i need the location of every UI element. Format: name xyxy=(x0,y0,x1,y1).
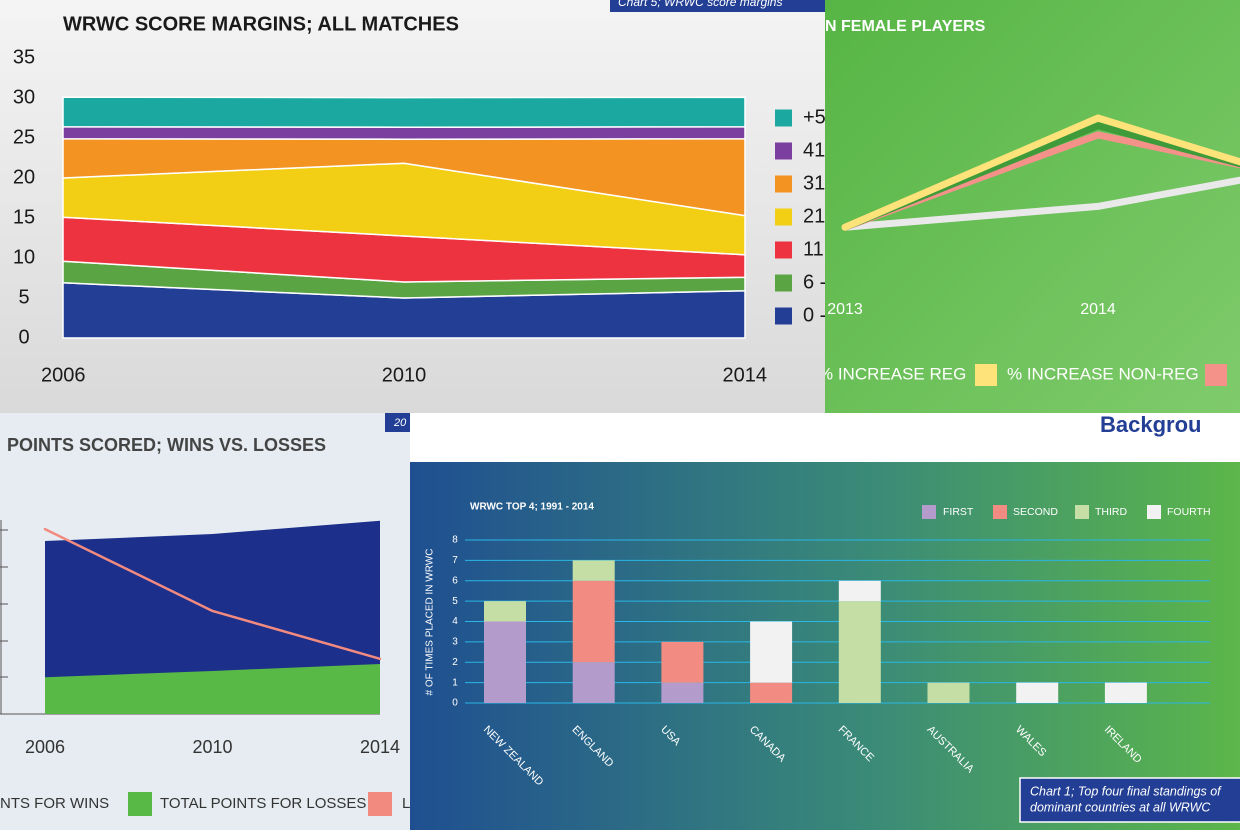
caption-box xyxy=(385,413,410,432)
line xyxy=(43,527,382,661)
y-tick-label: 35 xyxy=(13,46,35,68)
legend-swatch xyxy=(775,307,792,325)
legend-swatch xyxy=(775,175,792,193)
panel-score-margins: WRWC SCORE MARGINS; ALL MATCHES 0 5 10 15 20 2… xyxy=(0,0,826,413)
chart-title: POINTS SCORED; WINS VS. LOSSES xyxy=(7,435,326,455)
bar-segment xyxy=(661,682,704,703)
area xyxy=(45,663,380,714)
legend-label: 11 xyxy=(803,238,824,260)
chart-title: WRWC SCORE MARGINS; ALL MATCHES xyxy=(63,13,459,35)
y-tick-label: 0 xyxy=(452,698,458,709)
legend-label: FOURTH xyxy=(1167,506,1211,518)
y-tick-label: 25 xyxy=(13,126,35,148)
y-tick-label: 5 xyxy=(452,596,458,607)
y-tick-label: 30 xyxy=(13,86,35,108)
y-axis-label: # OF TIMES PLACED IN WRWC xyxy=(425,549,436,696)
bar-segment xyxy=(1016,682,1059,703)
legend-label: 0 - xyxy=(803,304,826,326)
bar-segment xyxy=(750,682,793,703)
legend-swatch xyxy=(775,208,792,226)
bar-segment xyxy=(484,601,526,622)
legend-swatch xyxy=(775,241,792,259)
bar-segment xyxy=(750,621,793,683)
bar-segment xyxy=(661,641,704,683)
chart-title: N FEMALE PLAYERS xyxy=(825,18,986,35)
legend-swatch xyxy=(368,792,392,816)
x-tick-label: 2013 xyxy=(827,301,863,318)
legend-label: % INCREASE REG xyxy=(818,364,966,383)
legend-swatch xyxy=(975,364,997,386)
legend-swatch xyxy=(922,505,936,519)
legend-label: 31 xyxy=(803,172,825,194)
caption-box xyxy=(610,0,825,12)
bar-segment xyxy=(1104,682,1147,703)
panel-points-scored: POINTS SCORED; WINS VS. LOSSES 2006 2010 20… xyxy=(0,413,410,830)
legend-swatch xyxy=(1075,505,1089,519)
legend-swatch xyxy=(775,142,792,160)
x-tick-label: 2010 xyxy=(382,364,427,386)
legend-swatch xyxy=(775,274,792,292)
chart-bg xyxy=(410,462,1240,830)
legend-label: +5 xyxy=(803,106,826,128)
bar-segment xyxy=(927,682,970,703)
legend-swatch xyxy=(993,505,1007,519)
x-tick-label: 2006 xyxy=(25,737,65,757)
caption: Chart 5; WRWC score margins xyxy=(618,0,782,9)
legend-label: 6 - xyxy=(803,271,826,293)
y-tick-label: 5 xyxy=(18,286,29,308)
bar-segment xyxy=(838,580,881,602)
bar-segment xyxy=(838,601,881,703)
line xyxy=(841,176,1240,231)
y-tick-label: 6 xyxy=(452,575,458,586)
caption: dominant countries at all WRWC xyxy=(1030,800,1211,814)
legend-swatch xyxy=(128,792,152,816)
chart-title: WRWC TOP 4; 1991 - 2014 xyxy=(470,502,594,513)
axis-ticks xyxy=(0,529,8,715)
panel-top4: Backgrou WRWC TOP 4; 1991 - 2014 0 1 2 3 4 5 6 7… xyxy=(410,412,1240,830)
legend-label: 41 xyxy=(803,139,825,161)
area xyxy=(62,126,746,140)
legend-label: SECOND xyxy=(1013,506,1058,518)
legend-label: THIRD xyxy=(1095,506,1127,518)
bar-segment xyxy=(572,662,615,703)
caption: Chart 1; Top four final standings of xyxy=(1030,784,1222,798)
y-tick-label: 0 xyxy=(18,326,29,348)
legend-label: NTS FOR WINS xyxy=(0,795,109,812)
caption: 20 xyxy=(393,417,407,429)
legend-label: 21 xyxy=(803,205,825,227)
panel-female-players: N FEMALE PLAYERS 2013 2014 % INCREASE REG % … xyxy=(818,0,1240,413)
legend-swatch xyxy=(1147,505,1161,519)
y-tick-label: 10 xyxy=(13,246,35,268)
legend-label: % INCREASE NON-REG xyxy=(1007,364,1199,383)
x-tick-label: 2010 xyxy=(192,737,232,757)
caption-box xyxy=(1019,777,1240,823)
legend-label: L xyxy=(402,795,410,812)
legend-label: FIRST xyxy=(943,506,974,518)
y-tick-label: 15 xyxy=(13,206,35,228)
legend-swatch xyxy=(1205,364,1227,386)
x-tick-label: 2006 xyxy=(41,364,86,386)
legend-swatch xyxy=(775,109,792,127)
bar-segment xyxy=(572,580,615,663)
bar-segment xyxy=(484,621,526,703)
x-tick-label: 2014 xyxy=(1080,301,1116,318)
y-tick-label: 4 xyxy=(452,616,458,627)
y-tick-label: 20 xyxy=(13,166,35,188)
y-tick-label: 7 xyxy=(452,555,458,566)
y-tick-label: 8 xyxy=(452,535,458,546)
y-tick-label: 1 xyxy=(452,677,458,688)
heading: Backgrou xyxy=(1100,412,1201,437)
line xyxy=(841,114,1240,231)
y-tick-label: 3 xyxy=(452,637,458,648)
x-tick-label: 2014 xyxy=(723,364,768,386)
bar-segment xyxy=(572,560,615,581)
y-tick-label: 2 xyxy=(452,657,458,668)
legend-label: TOTAL POINTS FOR LOSSES xyxy=(160,795,366,812)
x-tick-label: 2014 xyxy=(360,737,400,757)
area xyxy=(62,96,746,128)
